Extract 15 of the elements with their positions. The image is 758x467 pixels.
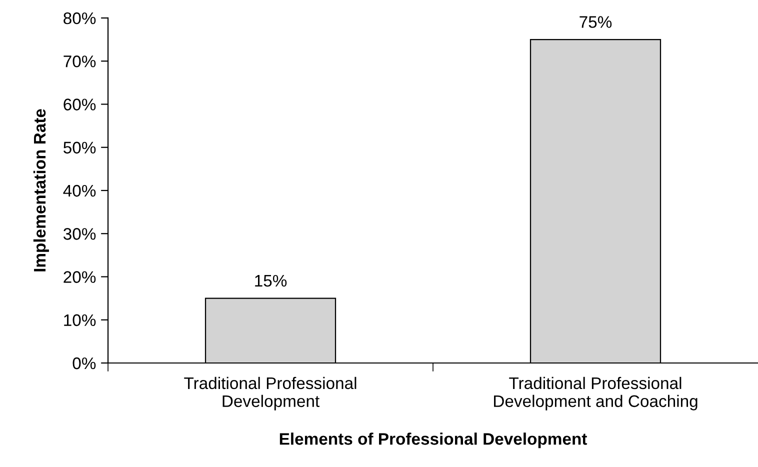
- y-tick-label: 70%: [64, 56, 96, 68]
- y-tick-label: 20%: [64, 271, 96, 283]
- x-tick-label: Traditional Professional Development: [184, 376, 356, 410]
- y-tick-label: 40%: [63, 184, 96, 197]
- y-tick-label: 0%: [72, 357, 96, 370]
- data-label: 15%: [255, 274, 287, 287]
- y-tick-label: 60%: [64, 98, 96, 110]
- y-tick-label: 80%: [64, 12, 96, 24]
- x-axis-title: Elements of Professional Development: [280, 432, 588, 448]
- data-label: 75%: [580, 16, 612, 28]
- y-tick-label: 30%: [63, 228, 96, 240]
- x-tick-label: Traditional Professional Development and Coaching: [494, 376, 698, 410]
- y-tick-label: 10%: [64, 314, 96, 326]
- y-tick-label: 50%: [64, 142, 96, 154]
- y-axis-title: Implementation Rate: [33, 109, 49, 272]
